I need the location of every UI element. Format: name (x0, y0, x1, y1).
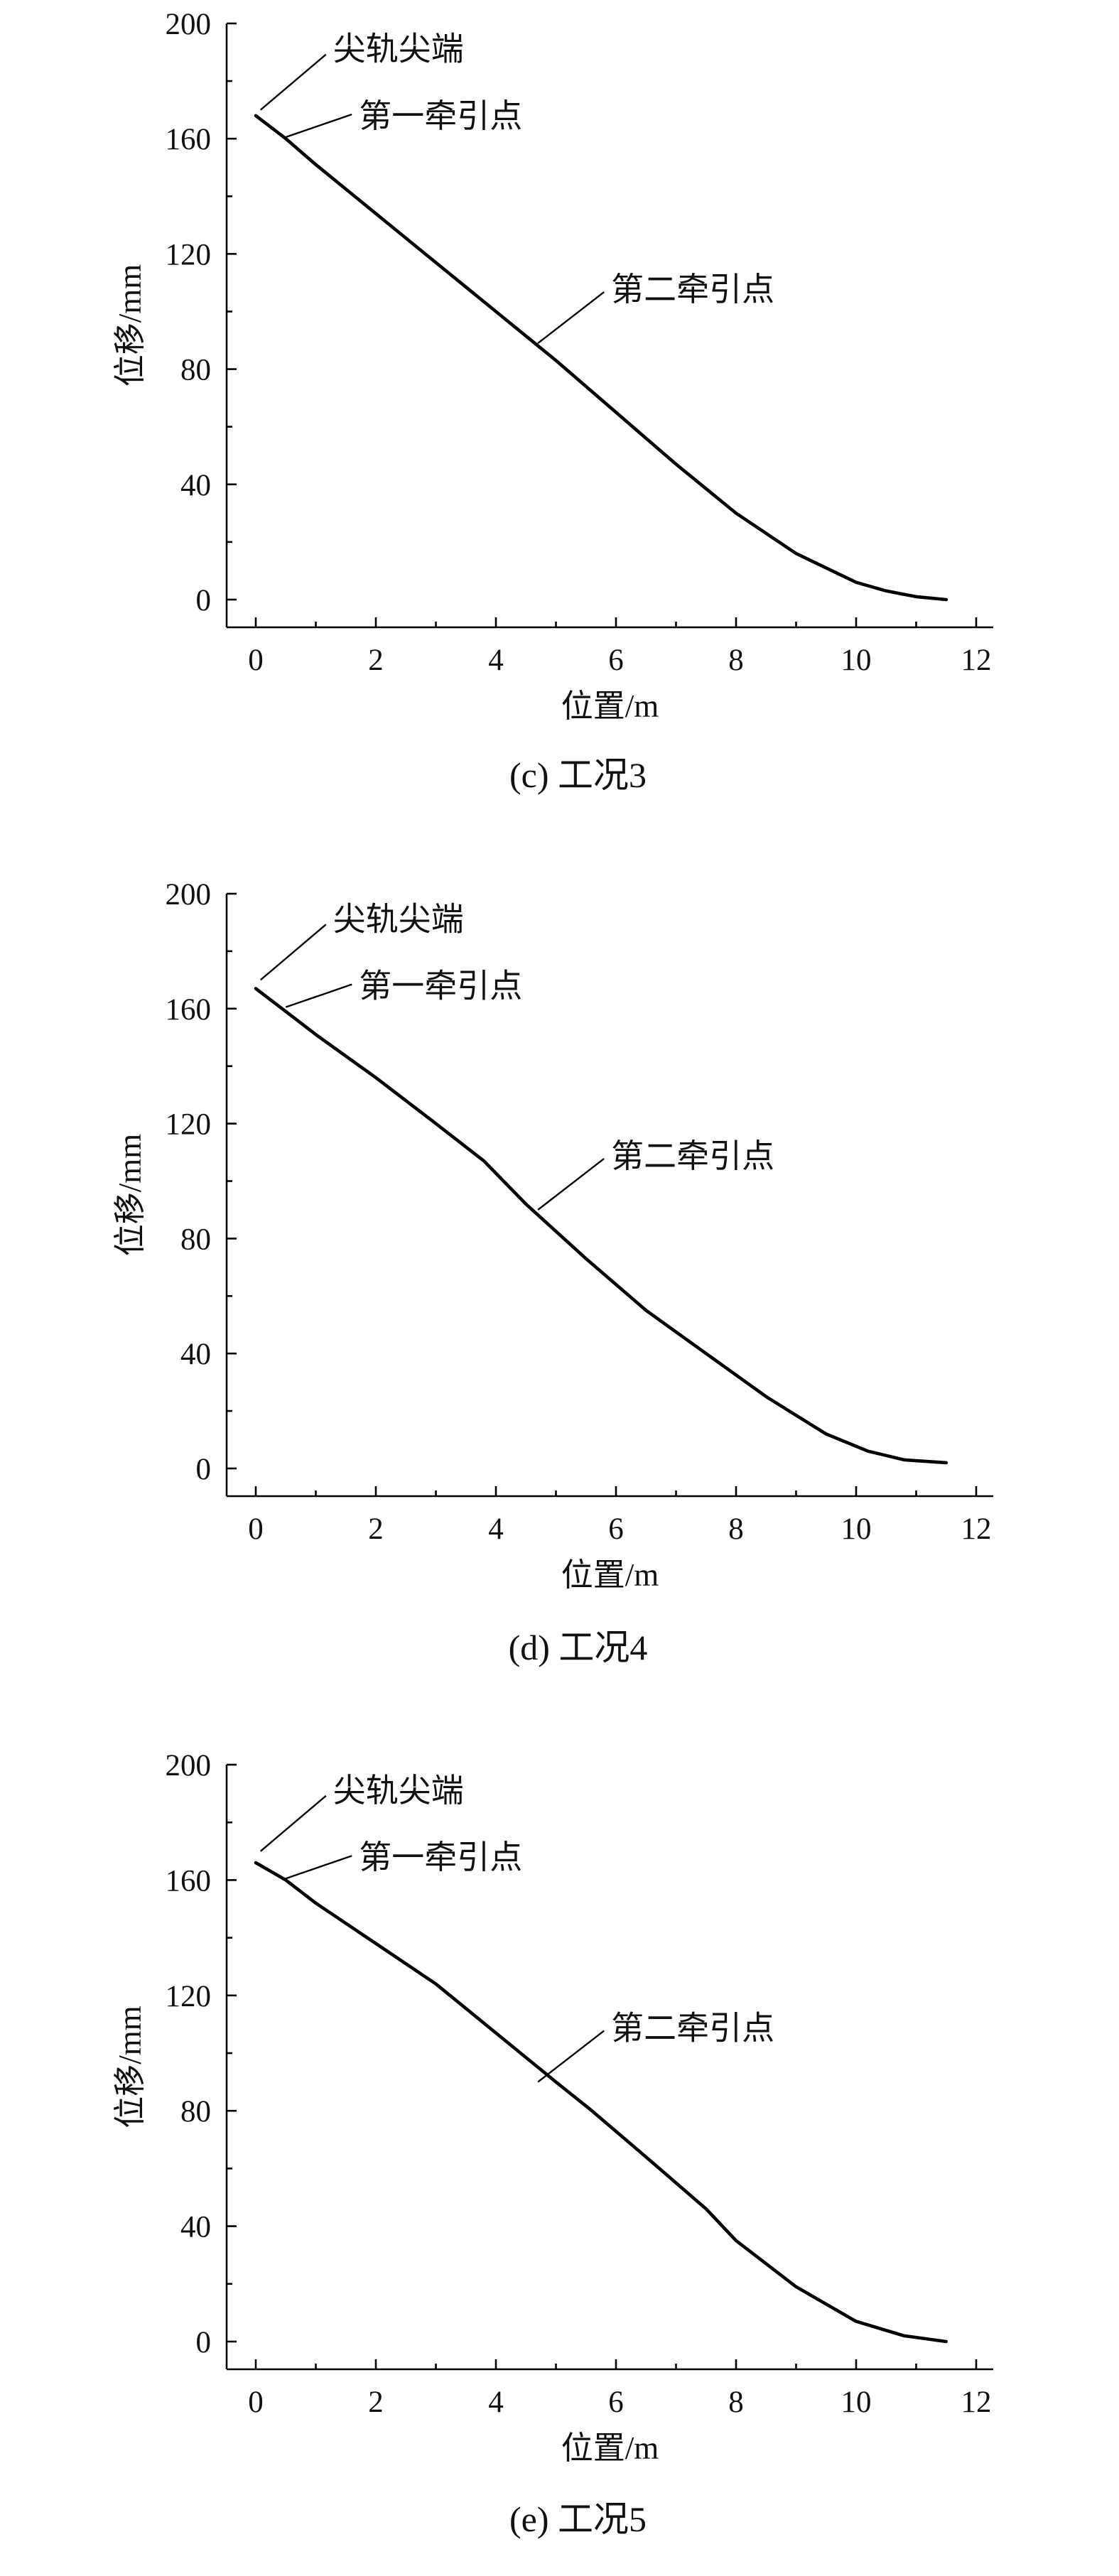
x-tick-label: 12 (961, 2386, 992, 2419)
annotation-tip: 尖轨尖端 (333, 30, 464, 68)
y-tick-label: 0 (196, 2326, 212, 2359)
y-tick-label: 80 (180, 1223, 211, 1256)
y-tick-label: 160 (166, 1864, 212, 1898)
leader-line (259, 53, 327, 111)
x-axis-label: 位置/m (561, 688, 659, 724)
y-axis-label: 位移/mm (112, 264, 148, 387)
x-tick-label: 2 (368, 1512, 384, 1546)
x-tick-label: 12 (961, 1512, 992, 1546)
y-tick-label: 160 (166, 123, 212, 156)
y-tick-label: 120 (166, 1108, 212, 1142)
leader-line (285, 983, 352, 1008)
x-tick-label: 2 (368, 2386, 384, 2419)
y-tick-label: 40 (180, 2211, 211, 2244)
x-tick-label: 8 (728, 644, 744, 677)
y-tick-label: 80 (180, 354, 211, 387)
y-tick-label: 0 (196, 1453, 212, 1486)
annotation-first-traction: 第一牵引点 (359, 967, 522, 1005)
y-tick-label: 40 (180, 1338, 211, 1371)
x-tick-label: 4 (488, 2386, 504, 2419)
panel-caption: (d) 工况4 (509, 1628, 648, 1667)
leader-line (285, 113, 352, 139)
y-tick-label: 200 (166, 878, 212, 911)
annotation-first-traction: 第一牵引点 (359, 1838, 522, 1876)
y-tick-label: 80 (180, 2095, 211, 2128)
x-tick-label: 12 (961, 644, 992, 677)
x-tick-label: 4 (488, 1512, 504, 1546)
displacement-line (254, 1861, 948, 2344)
chart-panel-2: 0 40 80 120 160 200 0 2 4 6 8 10 12 位置/m 位移/mm 尖轨尖端第一牵引… (112, 878, 993, 1667)
y-tick-label: 160 (166, 993, 212, 1027)
x-tick-label: 10 (841, 2386, 872, 2419)
y-tick-label: 200 (166, 1749, 212, 1782)
leader-line (537, 291, 605, 345)
x-tick-label: 8 (728, 2386, 744, 2419)
displacement-line (254, 114, 948, 602)
leader-line (259, 1795, 327, 1852)
x-tick-label: 0 (248, 1512, 264, 1546)
annotation-tip: 尖轨尖端 (333, 899, 464, 938)
annotation-second-traction: 第二牵引点 (611, 2009, 774, 2047)
annotation-tip: 尖轨尖端 (333, 1771, 464, 1809)
leader-line (285, 1855, 352, 1880)
x-tick-label: 0 (248, 644, 264, 677)
annotation-first-traction: 第一牵引点 (359, 97, 522, 135)
annotation-second-traction: 第二牵引点 (611, 270, 774, 308)
x-tick-label: 0 (248, 2386, 264, 2419)
x-tick-label: 6 (608, 644, 624, 677)
x-tick-label: 10 (841, 1512, 872, 1546)
y-axis-label: 位移/mm (112, 2006, 148, 2128)
panel-caption: (c) 工况3 (509, 755, 647, 795)
displacement-line (254, 987, 948, 1465)
y-tick-label: 120 (166, 238, 212, 271)
chart-panel-3: 0 40 80 120 160 200 0 2 4 6 8 10 12 位置/m 位移/mm 尖轨尖端第一牵引… (112, 1749, 993, 2539)
x-tick-label: 4 (488, 644, 504, 677)
x-axis-label: 位置/m (561, 1557, 659, 1593)
panel-caption: (e) 工况5 (509, 2499, 647, 2539)
x-tick-label: 8 (728, 1512, 744, 1546)
y-axis-label: 位移/mm (112, 1134, 148, 1257)
x-axis-label: 位置/m (561, 2430, 659, 2466)
leader-line (259, 924, 327, 981)
y-tick-label: 40 (180, 469, 211, 502)
y-tick-label: 200 (166, 8, 212, 41)
y-tick-label: 0 (196, 584, 212, 617)
annotation-second-traction: 第二牵引点 (611, 1137, 774, 1175)
y-tick-label: 120 (166, 1980, 212, 2013)
leader-line (537, 1158, 605, 1211)
leader-line (537, 2030, 605, 2083)
x-tick-label: 6 (608, 2386, 624, 2419)
x-tick-label: 10 (841, 644, 872, 677)
x-tick-label: 2 (368, 644, 384, 677)
chart-panel-1: 0 40 80 120 160 200 0 2 4 6 8 10 12 位置/m 位移/mm 尖轨尖端第一牵引… (112, 8, 993, 795)
x-tick-label: 6 (608, 1512, 624, 1546)
